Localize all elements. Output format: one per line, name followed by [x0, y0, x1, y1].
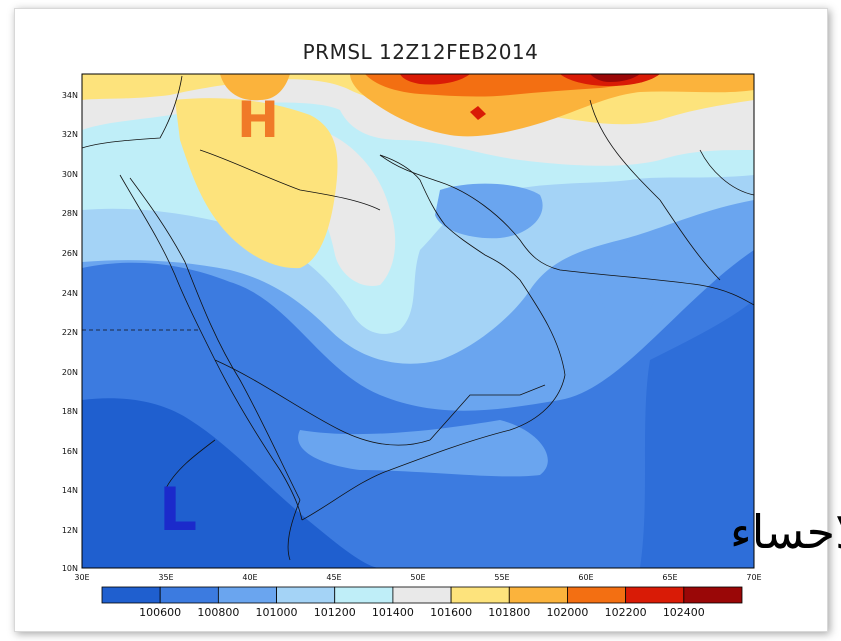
colorbar-label: 100600 [139, 606, 181, 619]
lon-label: 45E [326, 573, 341, 582]
colorbar-swatch [567, 586, 627, 604]
lon-label: 50E [410, 573, 425, 582]
colorbar-label: 101600 [430, 606, 472, 619]
colorbar-label: 101800 [488, 606, 530, 619]
lon-label: 30E [74, 573, 89, 582]
coastlines [82, 75, 754, 561]
colorbar-label: 102000 [546, 606, 588, 619]
lon-label: 55E [494, 573, 509, 582]
lat-label: 34N [62, 91, 78, 100]
colorbar-label: 101000 [256, 606, 298, 619]
colorbar-swatch [101, 586, 161, 604]
colorbar-swatch [450, 586, 510, 604]
colorbar-swatch [334, 586, 394, 604]
colorbar-swatch [217, 586, 277, 604]
lat-label: 10N [62, 564, 78, 573]
colorbar-label: 102400 [663, 606, 705, 619]
map-border [81, 73, 755, 569]
band-101000-gulf [435, 183, 543, 239]
band-101000-south [298, 420, 548, 477]
colorbar-label: 101400 [372, 606, 414, 619]
colorbar-swatch [683, 586, 743, 604]
band-101000-arabian [598, 248, 656, 321]
colorbar: 100600 100800 101000 101200 101400 101600 1018… [101, 586, 743, 619]
band-102400-a [400, 74, 470, 85]
colorbar-label: 100800 [197, 606, 239, 619]
lat-label: 30N [62, 170, 78, 179]
lon-label: 70E [746, 573, 761, 582]
pressure-contours [82, 74, 754, 568]
latitude-labels: 34N 32N 30N 28N 26N 24N 22N 20N 18N 16N … [62, 91, 78, 573]
high-pressure-marker: H [237, 91, 279, 149]
band-102600 [590, 74, 640, 82]
band-102200-spot [470, 106, 486, 120]
colorbar-label: 101200 [314, 606, 356, 619]
lon-label: 35E [158, 573, 173, 582]
colorbar-swatch [159, 586, 219, 604]
colorbar-label: 102200 [605, 606, 647, 619]
lat-label: 14N [62, 486, 78, 495]
lat-label: 22N [62, 328, 78, 337]
colorbar-swatch [392, 586, 452, 604]
lat-label: 24N [62, 289, 78, 298]
lat-label: 28N [62, 209, 78, 218]
colorbar-swatch [276, 586, 336, 604]
lat-label: 16N [62, 447, 78, 456]
lat-label: 20N [62, 368, 78, 377]
lon-label: 40E [242, 573, 257, 582]
watermark-text: براري الاحساء [730, 505, 841, 560]
band-102000-iraq [220, 74, 290, 101]
map-title: PRMSL 12Z12FEB2014 [302, 40, 539, 64]
colorbar-swatch [625, 586, 685, 604]
colorbar-swatch [508, 586, 568, 604]
lon-label: 65E [662, 573, 677, 582]
lat-label: 12N [62, 526, 78, 535]
band-100600-west [82, 398, 380, 568]
low-pressure-marker: L [159, 475, 197, 545]
band-101800-iraq [175, 98, 338, 269]
lat-label: 32N [62, 130, 78, 139]
lat-label: 26N [62, 249, 78, 258]
band-100600-east [640, 300, 754, 568]
lat-label: 18N [62, 407, 78, 416]
lon-label: 60E [578, 573, 593, 582]
longitude-labels: 30E 35E 40E 45E 50E 55E 60E 65E 70E [74, 573, 761, 582]
